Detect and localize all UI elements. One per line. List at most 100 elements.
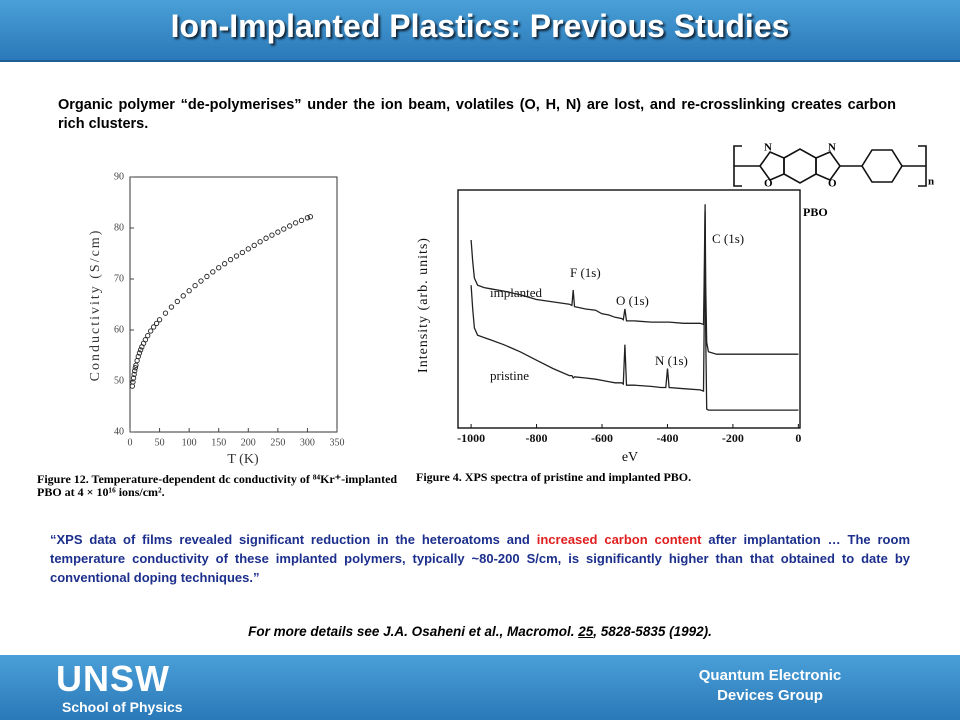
x-axis-label: T (K) [227, 452, 259, 467]
peak-annotation: O (1s) [616, 293, 649, 308]
y-tick-label: 50 [114, 375, 124, 386]
data-point [130, 375, 137, 381]
data-point [186, 288, 192, 294]
x-tick-label: 250 [270, 437, 285, 448]
y-tick-label: 60 [114, 324, 124, 335]
series-label: pristine [490, 368, 529, 383]
data-point [135, 353, 141, 360]
spectrum-line [470, 211, 799, 411]
data-point [227, 256, 234, 263]
y-tick-label: 80 [114, 222, 124, 233]
data-point [148, 328, 154, 334]
data-point [174, 298, 180, 305]
data-point [168, 304, 175, 310]
atom-label: N [828, 142, 836, 154]
data-point [153, 320, 160, 327]
atom-label: N [764, 142, 772, 154]
y-tick-label: 70 [114, 273, 124, 284]
series-label: implanted [490, 285, 542, 300]
data-point [239, 249, 246, 256]
x-tick-label: 200 [241, 437, 256, 448]
data-point [281, 226, 287, 232]
figure-caption: Figure 4. XPS spectra of pristine and im… [416, 470, 692, 484]
data-point [251, 242, 257, 248]
quote-text: after implantation … The room temperatur… [50, 532, 910, 585]
data-point [133, 362, 139, 368]
reference: For more details see J.A. Osaheni et al.… [0, 624, 960, 639]
data-point [131, 371, 137, 378]
data-point [257, 239, 263, 245]
data-point [307, 214, 314, 220]
data-point [151, 324, 157, 330]
intro-text: Organic polymer “de-polymerises” under t… [58, 97, 896, 132]
reference-volume: 25 [578, 624, 594, 639]
figure-caption: Figure 12. Temperature-dependent dc cond… [37, 472, 398, 499]
data-point [245, 246, 251, 252]
spectrum-line [470, 204, 799, 355]
x-tick-label: -800 [526, 431, 548, 445]
y-axis-label: Conductivity (S/cm) [88, 229, 103, 382]
data-point [132, 368, 138, 374]
data-point [198, 278, 204, 284]
x-tick-label: 150 [211, 437, 226, 448]
y-tick-label: 40 [114, 426, 124, 437]
plot-frame [457, 189, 801, 429]
data-point [180, 293, 186, 299]
x-tick-label: -600 [591, 431, 613, 445]
x-tick-label: -400 [656, 431, 678, 445]
school-name: School of Physics [62, 699, 183, 715]
quote: “XPS data of films revealed significant … [50, 530, 910, 587]
quote-highlight: increased carbon content [536, 532, 702, 547]
data-point [210, 269, 216, 275]
x-tick-label: 300 [300, 437, 315, 448]
header-bar [0, 0, 960, 62]
x-tick-label: -200 [722, 431, 744, 445]
peak-annotation: N (1s) [655, 353, 688, 368]
data-point [275, 229, 281, 235]
data-point [162, 310, 169, 316]
pbo-structure [733, 145, 927, 187]
quote-text: “XPS data of films revealed significant … [50, 532, 537, 547]
peak-annotation: F (1s) [570, 265, 601, 280]
group-line: Quantum Electronic [698, 667, 842, 684]
x-tick-label: 0 [128, 437, 133, 448]
data-point [304, 215, 311, 221]
data-point [192, 282, 198, 289]
structure-label: PBO [803, 205, 828, 219]
atom-label: O [828, 178, 837, 190]
atom-label: O [764, 178, 773, 190]
data-point [216, 265, 222, 271]
footer-bar [0, 655, 960, 720]
repeat-label: n [928, 176, 934, 188]
data-point [292, 220, 299, 226]
data-point [142, 337, 149, 343]
y-axis-label: Intensity (arb. units) [416, 237, 431, 373]
group-name: Quantum Electronic Devices Group [660, 666, 880, 706]
x-tick-label: 0 [795, 431, 801, 445]
data-point [156, 317, 163, 323]
data-point [269, 232, 275, 238]
group-line: Devices Group [717, 687, 823, 704]
logo-text: UNSW [56, 658, 170, 699]
data-point [204, 273, 210, 280]
x-tick-label: 100 [182, 437, 197, 448]
data-point [132, 365, 138, 371]
data-point [145, 332, 151, 339]
x-axis-label: eV [622, 450, 638, 465]
data-point [263, 235, 269, 241]
data-point [233, 253, 240, 259]
peak-annotation: C (1s) [712, 231, 744, 246]
x-tick-label: -1000 [457, 431, 485, 445]
slide-title: Ion-Implanted Plastics: Previous Studies [170, 8, 790, 44]
data-point [287, 223, 293, 229]
x-tick-label: 50 [155, 437, 165, 448]
y-tick-label: 90 [114, 171, 124, 182]
reference-text: For more details see J.A. Osaheni et al.… [248, 624, 579, 639]
data-point [136, 350, 143, 356]
reference-text: , 5828-5835 (1992). [593, 624, 712, 639]
plot-frame [129, 176, 338, 433]
data-point [221, 261, 228, 267]
data-point [137, 347, 144, 353]
